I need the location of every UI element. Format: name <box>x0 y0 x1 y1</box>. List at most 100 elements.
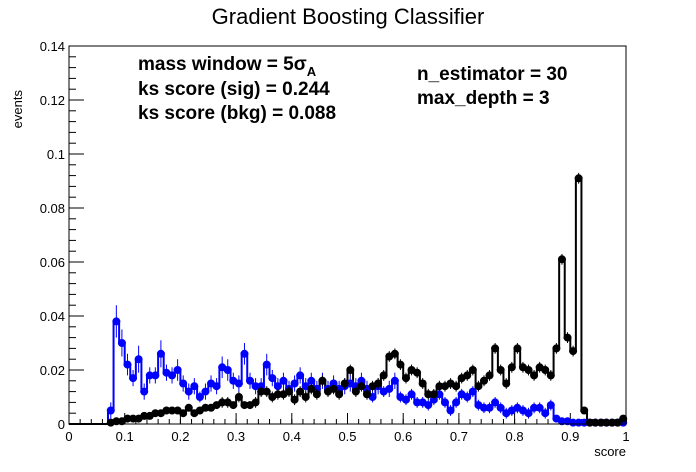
data-point <box>279 376 288 385</box>
x-tick-label: 0.7 <box>450 429 468 444</box>
y-tick-label: 0.12 <box>40 93 65 108</box>
data-point <box>591 418 600 427</box>
data-point <box>201 387 210 396</box>
data-point <box>329 384 338 393</box>
annotation-sigma: σ <box>294 54 307 75</box>
data-point <box>479 403 488 412</box>
data-point <box>552 344 561 353</box>
annotation-n-estimator: n_estimator = 30 <box>417 64 568 85</box>
x-tick-label: 0.3 <box>227 429 245 444</box>
data-point <box>463 371 472 380</box>
x-tick-label: 0.4 <box>283 429 301 444</box>
data-point <box>608 418 617 427</box>
data-point <box>513 344 522 353</box>
data-point <box>140 387 149 396</box>
data-point <box>541 366 550 374</box>
x-tick-label: 0.6 <box>394 429 412 444</box>
annotation-mass-window: mass window = 5σA <box>138 54 317 79</box>
data-point <box>541 409 550 418</box>
data-point <box>491 344 500 353</box>
y-tick-label: 0.04 <box>40 309 65 324</box>
data-point <box>479 376 488 385</box>
x-tick-label: 0.8 <box>506 429 524 444</box>
data-point <box>301 393 310 401</box>
annotation-ks-sig: ks score (sig) = 0.244 <box>138 79 330 100</box>
y-tick-label: 0.14 <box>40 39 65 54</box>
data-point <box>485 403 494 412</box>
data-point <box>468 366 477 374</box>
data-point <box>290 395 299 404</box>
data-point <box>530 371 539 380</box>
data-point <box>569 418 578 427</box>
data-point <box>273 382 282 391</box>
data-point <box>117 339 126 347</box>
data-point <box>190 382 199 391</box>
data-point <box>463 393 472 401</box>
data-point <box>452 398 461 407</box>
axis-ticks: 0 0.1 0.2 0.3 0.4 0.5 0.6 0.7 0.8 0.9 1 0 0.02 0.04 0.… <box>40 39 630 444</box>
data-point <box>346 366 355 374</box>
x-tick-label: 0.5 <box>338 429 356 444</box>
data-point <box>212 382 221 391</box>
data-point <box>223 366 232 374</box>
data-point <box>140 411 149 420</box>
data-point <box>234 379 243 388</box>
data-point <box>312 390 321 399</box>
data-point <box>602 418 611 427</box>
data-point <box>435 390 444 399</box>
data-point <box>123 360 132 369</box>
data-point <box>351 387 360 396</box>
data-point <box>502 379 511 388</box>
data-point <box>374 379 383 388</box>
data-point <box>151 371 160 380</box>
annotation-ks-bkg: ks score (bkg) = 0.088 <box>138 103 336 124</box>
data-point <box>156 349 165 358</box>
data-point <box>296 371 305 380</box>
data-point <box>446 406 455 415</box>
data-point <box>234 393 243 401</box>
x-tick-label: 0.9 <box>561 429 579 444</box>
data-point <box>524 366 533 374</box>
data-point <box>557 255 566 264</box>
data-point <box>273 390 282 399</box>
data-point <box>129 414 138 423</box>
data-point <box>112 317 121 326</box>
data-point <box>452 382 461 391</box>
data-point <box>179 409 188 418</box>
data-point <box>613 418 622 427</box>
data-point <box>574 174 583 183</box>
y-tick-label: 0 <box>58 417 65 432</box>
x-tick-label: 0 <box>65 429 72 444</box>
data-point <box>390 349 399 358</box>
data-point <box>557 417 566 426</box>
data-point <box>201 403 210 412</box>
data-point <box>168 371 177 380</box>
data-point <box>401 374 410 383</box>
y-axis-label: events <box>10 90 25 129</box>
data-point <box>580 406 589 415</box>
y-tick-label: 0.06 <box>40 255 65 270</box>
data-point <box>429 390 438 399</box>
data-point <box>407 390 416 399</box>
data-point <box>390 376 399 385</box>
data-point <box>357 382 366 391</box>
annotation-subscript: A <box>307 64 317 79</box>
data-points <box>106 172 628 427</box>
data-point <box>145 371 154 380</box>
data-point <box>285 387 294 396</box>
data-point <box>496 403 505 412</box>
x-axis-label: score <box>594 444 626 459</box>
data-point <box>585 418 594 427</box>
data-point <box>546 401 555 410</box>
data-point <box>179 379 188 388</box>
data-point <box>262 360 271 369</box>
data-point <box>413 398 422 407</box>
data-point <box>307 376 316 385</box>
data-point <box>524 409 533 418</box>
data-point <box>401 395 410 404</box>
data-point <box>424 390 433 399</box>
y-tick-label: 0.02 <box>40 363 65 378</box>
data-point <box>134 355 143 364</box>
